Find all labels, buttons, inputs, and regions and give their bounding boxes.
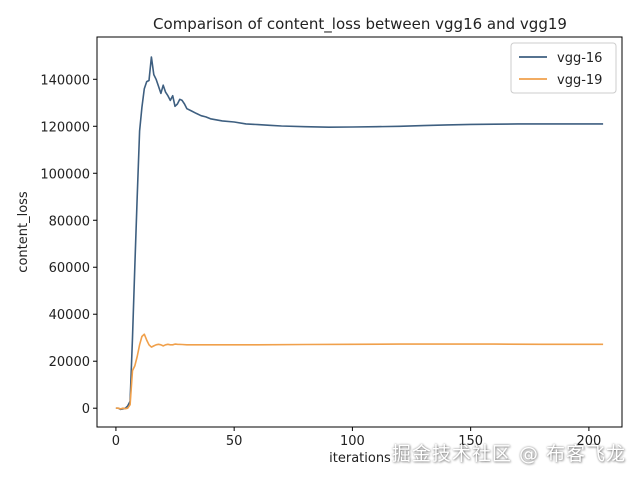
y-tick-label: 40000: [49, 308, 90, 323]
y-axis-ticks: 0 20000 40000 60000 80000 100000 120000 140000: [40, 73, 97, 417]
x-tick-label: 0: [112, 434, 120, 449]
x-axis-label: iterations: [329, 451, 391, 466]
x-tick-label: 200: [576, 434, 601, 449]
y-tick-label: 80000: [49, 214, 90, 229]
legend-label-vgg-19: vgg-19: [557, 73, 602, 88]
x-axis-ticks: 0 50 100 150 200: [112, 427, 601, 449]
legend: vgg-16 vgg-19: [510, 42, 617, 94]
plot-frame: [96, 36, 623, 428]
legend-box: [510, 42, 617, 94]
y-axis-label: content_loss: [16, 191, 31, 273]
y-tick-label: 20000: [49, 355, 90, 370]
series-line-vgg-16: [115, 56, 604, 411]
y-tick-label: 140000: [40, 73, 90, 88]
chart-title: Comparison of content_loss between vgg16…: [153, 15, 567, 34]
legend-label-vgg-16: vgg-16: [557, 51, 602, 66]
x-tick-label: 50: [226, 434, 243, 449]
watermark: 掘金技术社区 @ 布客飞龙: [391, 443, 626, 465]
y-tick-label: 0: [82, 402, 90, 417]
y-tick-label: 120000: [40, 120, 90, 135]
series-line-vgg-19: [115, 333, 604, 410]
x-tick-label: 100: [340, 434, 365, 449]
y-tick-label: 60000: [49, 261, 90, 276]
x-tick-label: 150: [458, 434, 483, 449]
y-tick-label: 100000: [40, 167, 90, 182]
plot-area: [96, 36, 623, 428]
